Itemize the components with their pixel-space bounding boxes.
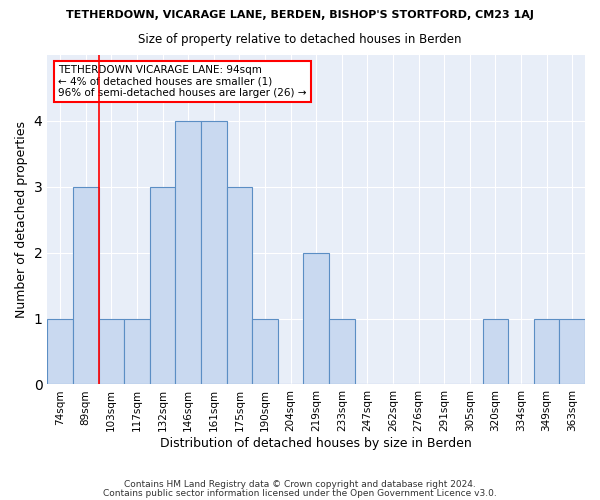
Bar bbox=[252, 318, 278, 384]
Bar bbox=[150, 187, 175, 384]
Text: Contains public sector information licensed under the Open Government Licence v3: Contains public sector information licen… bbox=[103, 488, 497, 498]
Y-axis label: Number of detached properties: Number of detached properties bbox=[15, 121, 28, 318]
Bar bbox=[329, 318, 355, 384]
Bar bbox=[227, 187, 252, 384]
Text: TETHERDOWN VICARAGE LANE: 94sqm
← 4% of detached houses are smaller (1)
96% of s: TETHERDOWN VICARAGE LANE: 94sqm ← 4% of … bbox=[58, 65, 307, 98]
Text: Contains HM Land Registry data © Crown copyright and database right 2024.: Contains HM Land Registry data © Crown c… bbox=[124, 480, 476, 489]
Bar bbox=[559, 318, 585, 384]
Bar bbox=[47, 318, 73, 384]
Bar bbox=[98, 318, 124, 384]
Bar bbox=[73, 187, 98, 384]
Bar bbox=[124, 318, 150, 384]
Bar bbox=[201, 121, 227, 384]
Bar bbox=[175, 121, 201, 384]
Bar bbox=[534, 318, 559, 384]
Bar bbox=[482, 318, 508, 384]
X-axis label: Distribution of detached houses by size in Berden: Distribution of detached houses by size … bbox=[160, 437, 472, 450]
Bar bbox=[304, 252, 329, 384]
Text: TETHERDOWN, VICARAGE LANE, BERDEN, BISHOP'S STORTFORD, CM23 1AJ: TETHERDOWN, VICARAGE LANE, BERDEN, BISHO… bbox=[66, 10, 534, 20]
Text: Size of property relative to detached houses in Berden: Size of property relative to detached ho… bbox=[138, 32, 462, 46]
